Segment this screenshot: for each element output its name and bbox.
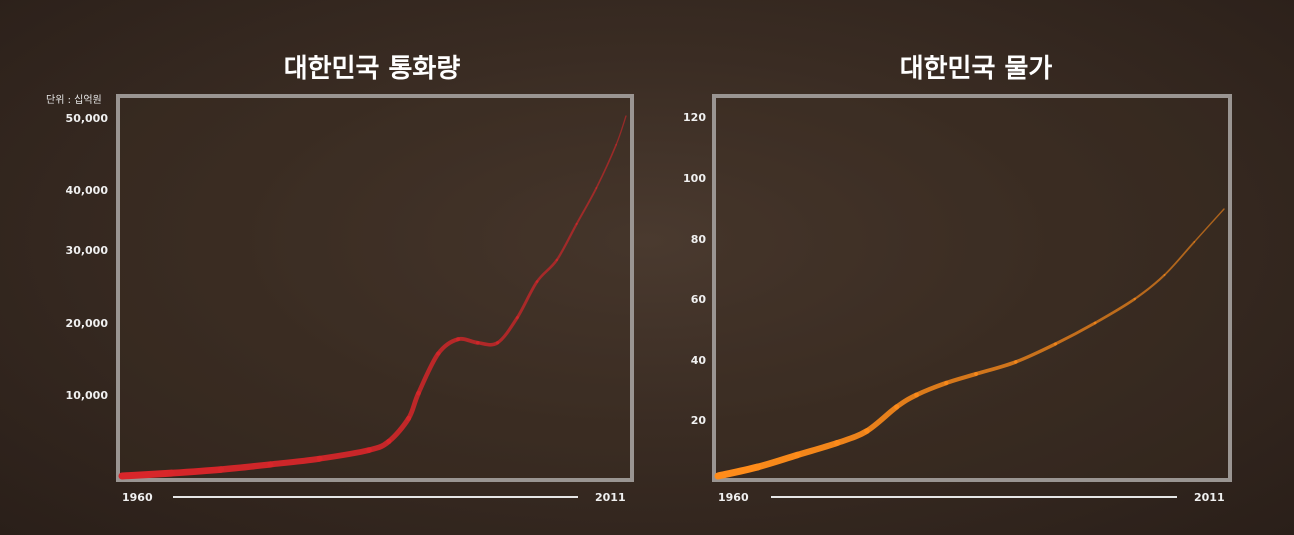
series-line-segment xyxy=(416,351,441,396)
series-line-segment xyxy=(1053,321,1097,346)
series-line-segment xyxy=(754,451,801,471)
unit-label: 단위 : 십억원 xyxy=(46,95,102,106)
ytick-money-supply: 50,000 xyxy=(65,112,108,125)
series-line-segment xyxy=(366,438,392,453)
series-line-segment xyxy=(575,187,598,225)
series-line-segment xyxy=(1163,241,1196,276)
ytick-price-index: 100 xyxy=(683,172,706,185)
chart-title-price-index: 대한민국 물가 xyxy=(899,54,1053,84)
series-line-segment xyxy=(515,280,539,320)
series-line-segment xyxy=(555,222,578,262)
series-line-segment xyxy=(595,143,617,189)
plot-frame-price-index xyxy=(712,94,1232,482)
series-line-segment xyxy=(535,258,559,283)
x-start-label: 1960 xyxy=(122,491,153,504)
series-line-segment xyxy=(1013,342,1058,364)
series-line-segment xyxy=(944,371,979,386)
series-line-segment xyxy=(476,341,500,347)
series-line-segment xyxy=(168,466,225,477)
ytick-money-supply: 10,000 xyxy=(65,389,108,402)
ytick-price-index: 120 xyxy=(683,111,706,124)
ytick-price-index: 60 xyxy=(690,293,706,306)
series-line-segment xyxy=(316,447,372,462)
series-line-segment xyxy=(456,336,480,345)
series-line-segment xyxy=(834,428,870,446)
series-line-segment xyxy=(1093,297,1137,325)
series-line-segment xyxy=(267,455,323,468)
ytick-price-index: 20 xyxy=(690,414,706,427)
chart-title-money-supply: 대한민국 통화량 xyxy=(283,54,461,84)
ytick-money-supply: 20,000 xyxy=(65,317,108,330)
series-line-segment xyxy=(386,415,412,444)
series-line-segment xyxy=(714,463,762,480)
plot-frame-money-supply xyxy=(116,94,634,482)
series-line-segment xyxy=(495,315,519,345)
ytick-money-supply: 30,000 xyxy=(65,244,108,257)
series-line-segment xyxy=(864,404,900,434)
timeline-line xyxy=(771,496,1177,498)
series-line-segment xyxy=(794,439,841,459)
timeline-line xyxy=(173,496,578,498)
series-line-segment xyxy=(615,115,627,146)
series-line-segment xyxy=(914,380,949,398)
series-line-segment xyxy=(217,461,274,473)
ytick-money-supply: 40,000 xyxy=(65,184,108,197)
series-line-segment xyxy=(436,337,461,356)
series-line-segment xyxy=(1193,208,1225,243)
plot-area-money-supply xyxy=(118,115,627,480)
x-end-label: 2011 xyxy=(595,491,626,504)
ytick-price-index: 40 xyxy=(690,354,706,367)
series-line-segment xyxy=(118,469,175,480)
series-line-segment xyxy=(406,390,421,421)
x-end-label: 2011 xyxy=(1194,491,1225,504)
series-line-segment xyxy=(974,360,1018,376)
ytick-price-index: 80 xyxy=(690,233,706,246)
x-start-label: 1960 xyxy=(718,491,749,504)
series-line-segment xyxy=(894,392,919,410)
series-line-segment xyxy=(1133,273,1166,301)
plot-area-price-index xyxy=(714,208,1225,480)
